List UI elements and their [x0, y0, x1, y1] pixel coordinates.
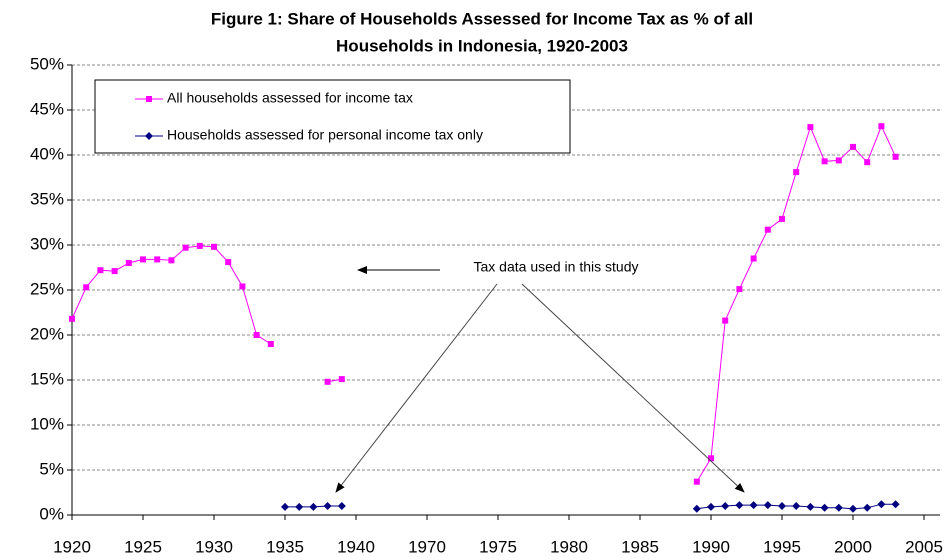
point [182, 244, 189, 251]
point [721, 502, 730, 510]
chart-title: Households in Indonesia, 1920-2003 [336, 36, 628, 55]
point [324, 378, 331, 385]
x-tick-label: 1995 [763, 537, 801, 556]
point [834, 503, 843, 512]
y-tick-label: 20% [30, 324, 64, 343]
point [821, 158, 828, 165]
x-tick-label: 1920 [53, 537, 91, 556]
x-tick-label: 1925 [124, 537, 162, 556]
point [168, 257, 175, 264]
y-tick-label: 45% [30, 99, 64, 118]
point [97, 267, 104, 274]
y-tick-label: 0% [39, 504, 64, 523]
point [239, 283, 246, 290]
point [69, 315, 75, 322]
series [281, 500, 900, 513]
point [820, 503, 829, 512]
point [850, 143, 856, 150]
point [125, 260, 132, 266]
x-tick-label: 2000 [834, 537, 872, 556]
x-tick-label: 2005 [905, 537, 943, 556]
point [778, 502, 786, 510]
y-tick-label: 25% [30, 279, 64, 298]
point [763, 501, 772, 510]
point [835, 157, 842, 164]
x-tick-label: 1975 [479, 537, 517, 556]
point [877, 500, 886, 509]
point [793, 169, 800, 176]
point [281, 502, 289, 511]
point [693, 478, 700, 485]
y-tick-label: 40% [30, 144, 64, 163]
point [863, 503, 872, 512]
point [211, 243, 217, 250]
legend-label: Households assessed for personal income … [167, 127, 483, 143]
point [849, 504, 857, 513]
x-tick-label: 1980 [550, 537, 588, 556]
point [267, 341, 274, 347]
y-tick-label: 15% [30, 369, 64, 388]
legend-marker [146, 96, 152, 102]
y-tick-label: 10% [30, 414, 64, 433]
point [779, 215, 785, 222]
point [707, 502, 715, 511]
point [692, 504, 701, 513]
point [764, 226, 771, 233]
point [83, 284, 90, 291]
point [253, 332, 260, 338]
point [792, 502, 801, 510]
point [225, 259, 232, 266]
y-tick-label: 5% [39, 459, 64, 478]
point [891, 500, 900, 509]
point [892, 153, 899, 160]
x-tick-label: 1990 [692, 537, 730, 556]
point [736, 286, 743, 293]
series-line [71, 124, 897, 482]
point [295, 502, 304, 511]
point [708, 455, 714, 462]
point [111, 268, 118, 275]
point [338, 376, 345, 383]
point [309, 502, 318, 511]
annotation: Tax data used in this study [474, 259, 639, 275]
point [337, 502, 346, 510]
annotation-arrows [335, 266, 745, 493]
series-line [285, 503, 896, 510]
y-tick-label: 30% [30, 234, 64, 253]
point [750, 255, 757, 262]
x-tick-label: 1935 [266, 537, 304, 556]
legend-label: All households assessed for income tax [167, 90, 413, 106]
point [140, 256, 146, 263]
point [196, 242, 203, 249]
point [154, 256, 161, 263]
x-tick-label: 1970 [408, 537, 446, 556]
x-tick-label: 1930 [195, 537, 233, 556]
point [878, 123, 885, 130]
y-tick-label: 50% [30, 54, 64, 73]
point [722, 317, 729, 324]
point [864, 159, 871, 166]
point [749, 501, 758, 510]
y-tick-label: 35% [30, 189, 64, 208]
x-tick-label: 1985 [621, 537, 659, 556]
legend-marker [145, 132, 153, 140]
legend-box [94, 79, 571, 154]
series [69, 123, 899, 485]
chart-title: Figure 1: Share of Households Assessed f… [211, 9, 753, 28]
point [806, 502, 815, 511]
point [323, 502, 332, 510]
point [807, 124, 814, 131]
x-tick-label: 1940 [337, 537, 375, 556]
point [735, 501, 744, 510]
